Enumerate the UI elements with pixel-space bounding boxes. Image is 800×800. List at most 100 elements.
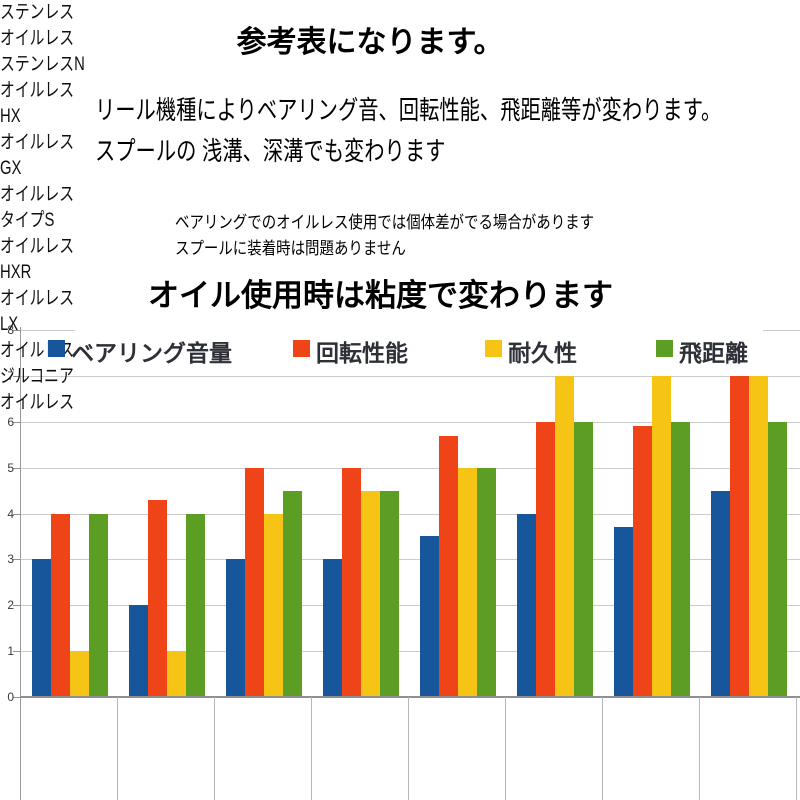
bar-rotation-performance-1 xyxy=(148,499,167,697)
category-label-line2: オイルレス xyxy=(0,184,75,205)
category-separator-4 xyxy=(408,697,409,800)
y-tick-label-6: 6 xyxy=(7,414,14,429)
y-tick-3 xyxy=(13,559,20,561)
y-tick-label-3: 3 xyxy=(7,552,14,567)
category-label-line1: GX xyxy=(0,158,22,179)
bar-casting-distance-6 xyxy=(671,421,690,697)
notes-paragraph: ベアリングでのオイルレス使用では個体差がでる場合があります スプールに装着時は問… xyxy=(175,210,668,262)
gridline-6 xyxy=(20,421,800,423)
bar-casting-distance-1 xyxy=(186,513,205,697)
gridline-2 xyxy=(20,605,800,607)
bar-rotation-performance-2 xyxy=(245,467,264,697)
y-tick-label-1: 1 xyxy=(7,644,14,659)
note-line-2: スプールに装着時は問題ありません xyxy=(175,239,406,258)
bar-rotation-performance-7 xyxy=(730,375,749,697)
y-tick-6 xyxy=(13,421,20,423)
y-tick-label-0: 0 xyxy=(7,690,14,704)
legend-label-bearing-noise: ベアリング音量 xyxy=(71,340,232,366)
chart-heading: オイル使用時は粘度で変わります xyxy=(148,278,613,313)
category-label-1: ステンレスN オイルレス xyxy=(0,52,97,104)
gridline-5 xyxy=(20,467,800,469)
legend-swatch-bearing-noise xyxy=(48,340,65,357)
category-label-4: タイプS オイルレス xyxy=(0,208,97,260)
bar-rotation-performance-5 xyxy=(536,421,555,697)
bar-rotation-performance-6 xyxy=(633,426,652,697)
category-label-7: ジルコニアオイルレス xyxy=(0,364,97,416)
y-tick-label-8: 8 xyxy=(7,323,14,337)
bar-casting-distance-2 xyxy=(283,490,302,697)
category-separator-7 xyxy=(699,697,700,800)
category-separator-6 xyxy=(602,697,603,800)
category-separator-1 xyxy=(117,697,118,800)
bar-casting-distance-5 xyxy=(574,421,593,697)
y-tick-2 xyxy=(13,605,20,607)
category-separator-8 xyxy=(796,697,797,800)
bar-durability-1 xyxy=(167,651,186,697)
category-label-line1: ステンレスN xyxy=(0,54,85,75)
gridline-7 xyxy=(20,375,800,377)
y-tick-7 xyxy=(13,375,20,377)
bar-rotation-performance-4 xyxy=(439,435,458,697)
intro-paragraph: リール機種によりベアリング音、回転性能、飛距離等が変わります。 スプールの 浅溝… xyxy=(95,90,800,172)
bar-casting-distance-4 xyxy=(477,467,496,697)
y-tick-5 xyxy=(13,467,20,469)
intro-line-1: リール機種によりベアリング音、回転性能、飛距離等が変わります。 xyxy=(95,95,722,125)
category-separator-3 xyxy=(311,697,312,800)
bar-bearing-noise-2 xyxy=(226,559,245,697)
bar-bearing-noise-3 xyxy=(323,559,342,697)
y-tick-label-5: 5 xyxy=(7,460,14,475)
bar-casting-distance-0 xyxy=(89,513,108,697)
category-label-line1: HX xyxy=(0,106,21,127)
bar-durability-5 xyxy=(555,375,574,697)
y-tick-label-4: 4 xyxy=(7,506,14,521)
bar-casting-distance-7 xyxy=(768,421,787,697)
bar-durability-0 xyxy=(70,651,89,697)
y-tick-8 xyxy=(13,330,20,331)
bar-durability-2 xyxy=(264,513,283,697)
legend-swatch-casting-distance xyxy=(656,340,673,357)
gridline-8-right xyxy=(763,330,800,331)
gridline-3 xyxy=(20,559,800,561)
y-axis-line xyxy=(20,327,21,800)
category-label-line2: オイルレス xyxy=(0,132,75,153)
legend-label-casting-distance: 飛距離 xyxy=(679,340,748,366)
gridline-8-left xyxy=(20,330,75,331)
category-label-line1: タイプS xyxy=(0,210,55,231)
category-label-line2: オイルレス xyxy=(0,288,75,309)
bar-durability-7 xyxy=(749,375,768,697)
legend-label-rotation-performance: 回転性能 xyxy=(316,340,408,366)
category-label-5: HXR オイルレス xyxy=(0,260,97,312)
gridline-4 xyxy=(20,513,800,515)
bar-durability-6 xyxy=(652,375,671,697)
bar-rotation-performance-3 xyxy=(342,467,361,697)
page-title: 参考表になります。 xyxy=(236,26,504,59)
category-label-line1: ステンレス xyxy=(0,2,75,23)
y-tick-label-2: 2 xyxy=(7,598,14,613)
intro-line-2: スプールの 浅溝、深溝でも変わります xyxy=(95,136,446,166)
bar-bearing-noise-0 xyxy=(32,559,51,697)
bar-casting-distance-3 xyxy=(380,490,399,697)
category-label-line1: LX xyxy=(0,314,19,335)
legend-label-durability: 耐久性 xyxy=(508,340,577,366)
category-label-line1: HXR xyxy=(0,262,32,283)
category-label-3: GX オイルレス xyxy=(0,156,97,208)
y-tick-1 xyxy=(13,651,20,653)
category-label-0: ステンレス オイルレス xyxy=(0,0,97,52)
category-label-2: HX オイルレス xyxy=(0,104,97,156)
y-tick-4 xyxy=(13,513,20,515)
y-tick-0 xyxy=(13,697,20,698)
bar-bearing-noise-4 xyxy=(420,536,439,697)
category-label-line2: オイルレス xyxy=(0,80,75,101)
bar-durability-3 xyxy=(361,490,380,697)
bar-bearing-noise-1 xyxy=(129,605,148,697)
category-label-line2: オイルレス xyxy=(0,236,75,257)
legend-swatch-durability xyxy=(485,340,502,357)
bar-rotation-performance-0 xyxy=(51,513,70,697)
category-label-line2: オイルレス xyxy=(0,392,75,413)
category-label-line1: ジルコニア xyxy=(0,366,74,387)
y-tick-label-7: 7 xyxy=(7,368,14,383)
category-separator-2 xyxy=(214,697,215,800)
note-line-1: ベアリングでのオイルレス使用では個体差がでる場合があります xyxy=(175,213,595,232)
